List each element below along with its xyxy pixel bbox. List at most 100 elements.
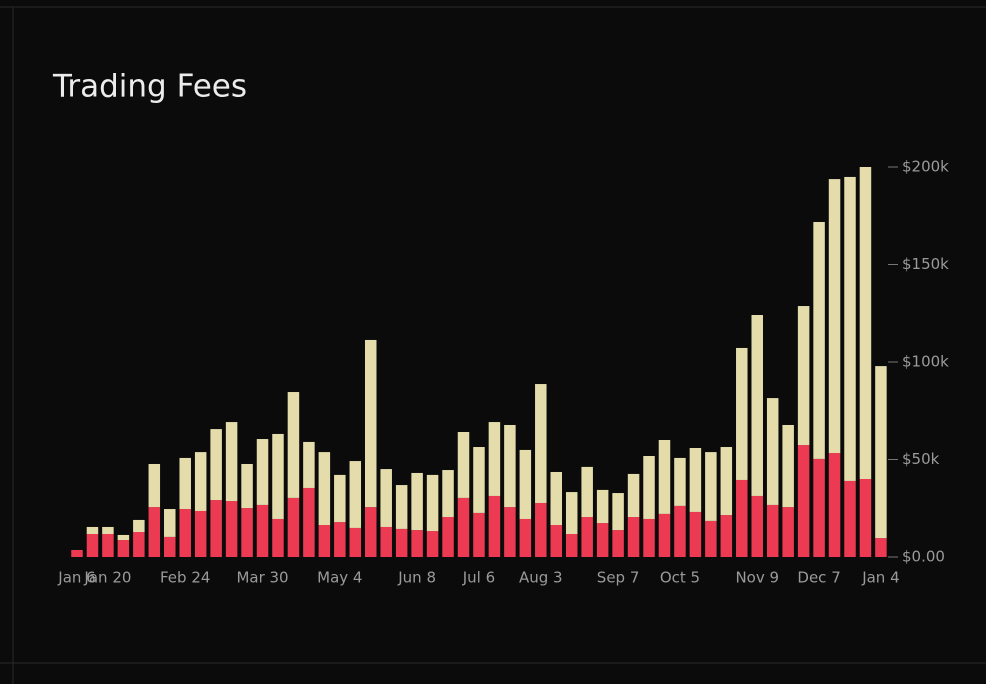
bar-segment xyxy=(612,493,624,531)
bar-segment xyxy=(318,452,331,526)
bar-segment xyxy=(612,530,624,557)
bar-segment xyxy=(519,518,532,557)
bar-segment xyxy=(766,504,779,557)
bar-segment xyxy=(225,501,238,557)
bar-segment xyxy=(71,549,83,557)
bar-segment xyxy=(550,471,563,526)
bar-segment xyxy=(875,366,887,539)
bar-segment xyxy=(643,518,655,557)
bar-segment xyxy=(117,534,130,541)
bar-segment xyxy=(565,533,578,557)
y-tick-label: $150k xyxy=(902,255,949,273)
bar-segment xyxy=(535,384,547,503)
bar-segment xyxy=(627,517,640,557)
bar-segment xyxy=(241,463,253,509)
bar-segment xyxy=(164,509,176,537)
bar-segment xyxy=(287,392,300,498)
bar-segment xyxy=(689,447,702,512)
bar-segment xyxy=(504,424,516,508)
x-tick-label: Mar 30 xyxy=(236,569,288,587)
bar-segment xyxy=(380,469,392,527)
bar-segment xyxy=(164,536,176,557)
bar-segment xyxy=(658,513,671,557)
bar-segment xyxy=(797,306,810,446)
x-tick-label: Jan 20 xyxy=(83,569,131,587)
bar-segment xyxy=(442,470,454,518)
bar-segment xyxy=(705,452,717,521)
bar-segment xyxy=(689,511,702,557)
bar-segment xyxy=(488,495,501,557)
bar-segment xyxy=(766,398,779,505)
x-tick-label: Jan 6 xyxy=(57,569,95,587)
bar-segment xyxy=(364,339,377,508)
x-tick-label: Sep 7 xyxy=(597,569,640,587)
bar-segment xyxy=(148,463,161,508)
bar-segment xyxy=(751,495,763,557)
bar-segment xyxy=(535,502,547,557)
bar-segment xyxy=(148,507,161,557)
bar-segment xyxy=(844,176,856,481)
bar-segment xyxy=(736,347,748,480)
bar-segment xyxy=(256,504,269,557)
bar-segment xyxy=(844,480,856,557)
bar-segment xyxy=(875,538,887,557)
bar-segment xyxy=(210,429,222,501)
bar-segment xyxy=(596,489,609,524)
x-tick-label: Feb 24 xyxy=(160,569,210,587)
bar-segment xyxy=(303,441,315,488)
bar-segment xyxy=(782,507,794,557)
bar-segment xyxy=(504,507,516,557)
x-tick-label: Jan 4 xyxy=(861,569,899,587)
y-tick-label: $100k xyxy=(902,353,949,371)
bar-segment xyxy=(303,487,315,557)
bar-segment xyxy=(550,525,563,557)
bar-segment xyxy=(117,540,130,557)
bar-segment xyxy=(658,440,671,514)
bar-segment xyxy=(473,447,485,513)
bar-segment xyxy=(457,432,470,498)
chart-title: Trading Fees xyxy=(52,69,247,105)
bar-segment xyxy=(86,526,99,534)
bar-segment xyxy=(272,433,284,519)
bar-segment xyxy=(194,510,207,557)
bar-segment xyxy=(596,523,609,557)
bar-segment xyxy=(225,422,238,502)
bar-segment xyxy=(179,457,191,510)
bar-segment xyxy=(133,532,145,557)
bar-segment xyxy=(380,526,392,557)
x-tick-label: May 4 xyxy=(317,569,362,587)
bar-segment xyxy=(457,497,470,557)
bar-segment xyxy=(179,509,191,557)
bar-segment xyxy=(272,518,284,557)
bar-segment xyxy=(411,530,423,557)
bar-segment xyxy=(426,474,439,532)
bar-segment xyxy=(519,449,532,519)
y-tick-label: $0.00 xyxy=(902,548,945,566)
y-tick-label: $50k xyxy=(902,450,940,468)
x-tick-label: Dec 7 xyxy=(797,569,840,587)
bar-segment xyxy=(133,519,145,533)
bar-segment xyxy=(334,474,346,523)
bar-segment xyxy=(411,472,423,531)
bar-segment xyxy=(287,497,300,557)
bar-segment xyxy=(210,500,222,557)
bar-segment xyxy=(349,461,362,528)
bar-segment xyxy=(565,492,578,534)
bar-segment xyxy=(581,517,593,557)
bar-segment xyxy=(442,517,454,557)
bar-segment xyxy=(627,473,640,518)
bar-segment xyxy=(736,479,748,557)
x-tick-label: Jul 6 xyxy=(462,569,495,587)
bar-segment xyxy=(643,455,655,519)
bar-segment xyxy=(334,522,346,557)
bar-segment xyxy=(674,505,686,557)
bar-segment xyxy=(581,466,593,518)
bar-segment xyxy=(256,439,269,505)
bar-segment xyxy=(473,512,485,557)
bar-segment xyxy=(828,179,841,454)
bar-segment xyxy=(828,453,841,557)
x-tick-label: Oct 5 xyxy=(660,569,700,587)
bar-segment xyxy=(364,507,377,557)
